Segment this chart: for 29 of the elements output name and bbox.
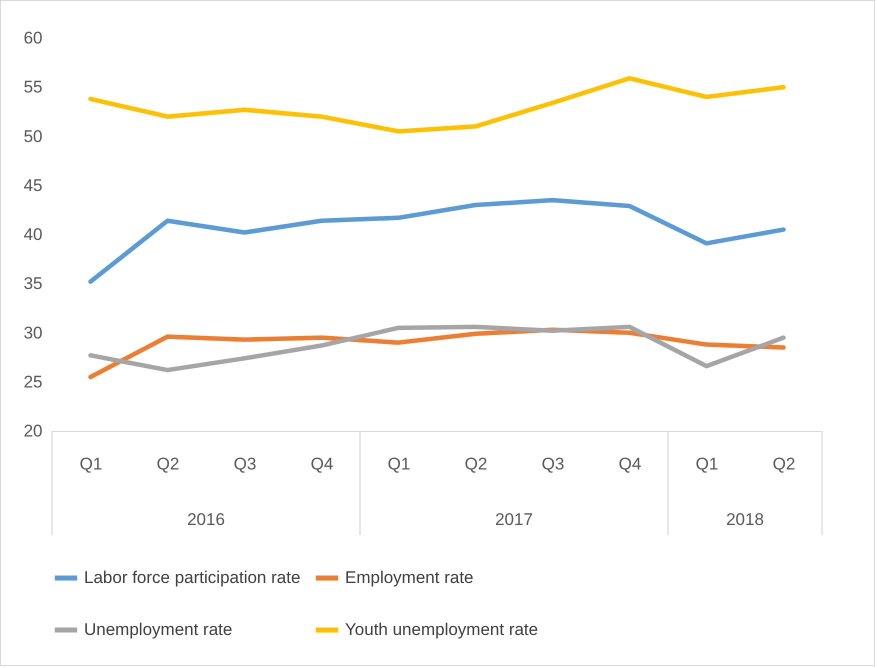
line-series: [88, 198, 786, 284]
y-tick-label: 20: [24, 422, 42, 440]
text: 2016: [187, 510, 225, 529]
y-tick-label: 35: [24, 274, 42, 294]
legend-label: Unemployment rate: [84, 620, 232, 639]
y-tick-label: 40: [24, 225, 42, 244]
x-tick-label: Q2: [464, 454, 488, 474]
y-tick-label: 50: [24, 126, 42, 146]
x-tick-label: Q1: [388, 454, 410, 474]
y-tick-label: 30: [24, 323, 42, 342]
y-tick-label: 55: [24, 78, 42, 97]
line-series: [88, 324, 786, 372]
x-tick-label: Q1: [80, 454, 102, 474]
x-tick-label: Q3: [234, 454, 256, 474]
legend-label: Youth unemployment rate: [345, 620, 538, 639]
y-tick-label: 45: [24, 176, 42, 195]
y-tick-label: 25: [24, 372, 42, 392]
x-tick-label: Q3: [542, 454, 564, 474]
line-series: [88, 76, 786, 134]
text: 2018: [726, 510, 764, 529]
x-tick-label: Q2: [156, 454, 180, 474]
legend-label: Labor force participation rate: [84, 568, 300, 587]
x-tick-label: Q2: [772, 454, 796, 474]
legend-label: Employment rate: [345, 568, 474, 587]
x-tick-label: Q1: [696, 454, 718, 474]
x-tick-label: Q4: [310, 454, 334, 474]
text: 2017: [495, 510, 533, 529]
y-tick-label: 60: [24, 28, 42, 48]
x-tick-label: Q4: [618, 454, 642, 474]
